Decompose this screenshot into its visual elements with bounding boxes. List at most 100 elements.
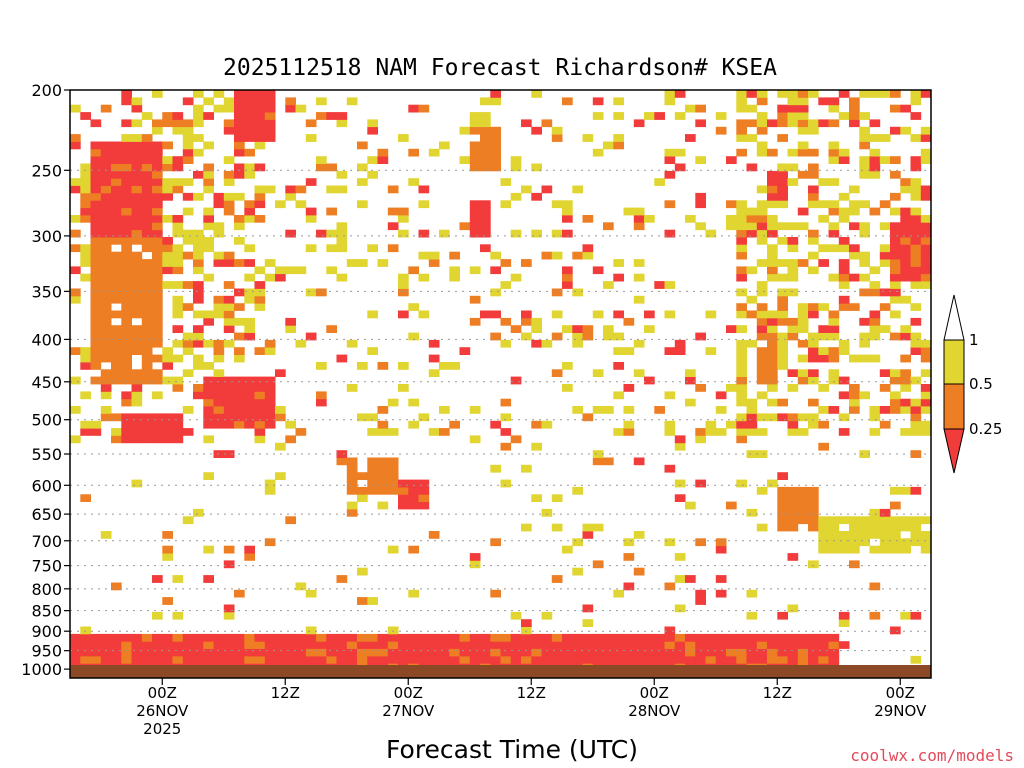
ri-cell: [398, 229, 409, 238]
ri-cell: [480, 244, 491, 253]
ri-cell: [756, 376, 768, 385]
ri-cell: [213, 303, 225, 311]
ri-cell: [480, 119, 491, 128]
ri-cell: [777, 288, 788, 297]
ri-cell: [767, 259, 778, 267]
ri-cell: [141, 141, 153, 150]
ri-cell: [90, 310, 102, 319]
ri-cell: [131, 413, 143, 422]
ri-cell: [910, 332, 922, 341]
ri-cell: [141, 192, 153, 201]
ri-cell: [674, 604, 686, 613]
ri-cell: [357, 200, 368, 209]
ri-cell: [244, 413, 255, 422]
ri-cell: [890, 545, 901, 554]
ri-cell: [572, 655, 583, 664]
ri-cell: [736, 207, 747, 216]
ri-cell: [275, 641, 286, 649]
ri-cell: [777, 611, 788, 620]
ri-cell: [869, 170, 881, 179]
ri-cell: [285, 104, 296, 113]
ri-cell: [182, 237, 194, 245]
ri-cell: [633, 531, 645, 539]
ri-cell: [193, 295, 204, 304]
ri-cell: [746, 119, 758, 128]
ri-cell: [326, 325, 337, 333]
ri-cell: [152, 303, 163, 311]
ri-cell: [592, 406, 604, 414]
ri-cell: [654, 178, 665, 186]
ri-cell: [490, 648, 501, 657]
ri-cell: [500, 428, 512, 436]
ri-cell: [367, 310, 378, 319]
ri-cell: [234, 641, 245, 649]
ri-cell: [234, 126, 245, 135]
ri-cell: [80, 633, 91, 642]
ytick-label-250: 250: [31, 161, 62, 180]
ri-cell: [767, 229, 778, 238]
ri-cell: [203, 178, 214, 186]
ri-cell: [869, 266, 881, 275]
ri-cell: [131, 633, 143, 642]
ri-cell: [254, 406, 266, 414]
ri-cell: [910, 178, 922, 186]
ri-cell: [746, 134, 758, 142]
ri-cell: [223, 200, 235, 209]
ri-cell: [213, 310, 225, 319]
ri-cell: [920, 259, 932, 267]
ri-cell: [264, 134, 276, 142]
ri-cell: [254, 185, 266, 194]
ri-cell: [562, 362, 573, 370]
ytick-label-550: 550: [31, 445, 62, 464]
ri-cell: [623, 641, 635, 649]
ri-cell: [275, 655, 286, 664]
ri-cell: [828, 516, 840, 525]
ri-cell: [398, 134, 409, 142]
ri-cell: [879, 156, 891, 164]
ri-cell: [490, 126, 501, 135]
ri-cell: [121, 655, 132, 664]
ri-cell: [131, 339, 143, 348]
ri-cell: [223, 97, 235, 106]
ri-cell: [408, 589, 419, 598]
ri-cell: [469, 163, 481, 172]
ri-cell: [357, 413, 368, 422]
ri-cell: [336, 648, 348, 657]
ri-cell: [264, 185, 276, 194]
ri-cell: [223, 192, 235, 201]
ri-cell: [859, 273, 870, 282]
ri-cell: [90, 192, 102, 201]
ri-cell: [336, 633, 348, 642]
ri-cell: [70, 229, 81, 238]
ri-cell: [910, 259, 922, 267]
ri-cell: [736, 655, 747, 664]
ri-cell: [541, 633, 553, 642]
plot-frame: [69, 89, 932, 679]
ri-cell: [777, 413, 788, 422]
source-credit[interactable]: coolwx.com/models: [850, 746, 1014, 765]
ri-cell: [398, 207, 409, 216]
ri-cell: [838, 192, 850, 201]
ri-cell: [767, 362, 778, 370]
ri-cell: [111, 266, 122, 275]
ri-cell: [264, 376, 276, 385]
ri-cell: [521, 523, 532, 532]
ri-cell: [316, 648, 327, 657]
ri-cell: [203, 648, 214, 657]
ri-cell: [531, 339, 542, 348]
ri-cell: [398, 641, 409, 649]
ri-cell: [808, 486, 819, 495]
ri-cell: [152, 156, 163, 164]
ri-cell: [90, 170, 102, 179]
ri-cell: [162, 347, 173, 355]
ri-cell: [213, 420, 225, 429]
ri-cell: [685, 655, 696, 664]
ri-cell: [80, 641, 91, 649]
ri-cell: [603, 648, 614, 657]
ri-cell: [111, 178, 122, 186]
ri-cell: [613, 332, 624, 341]
ri-cell: [141, 148, 153, 157]
ri-cell: [592, 655, 604, 664]
ri-cell: [797, 339, 809, 348]
